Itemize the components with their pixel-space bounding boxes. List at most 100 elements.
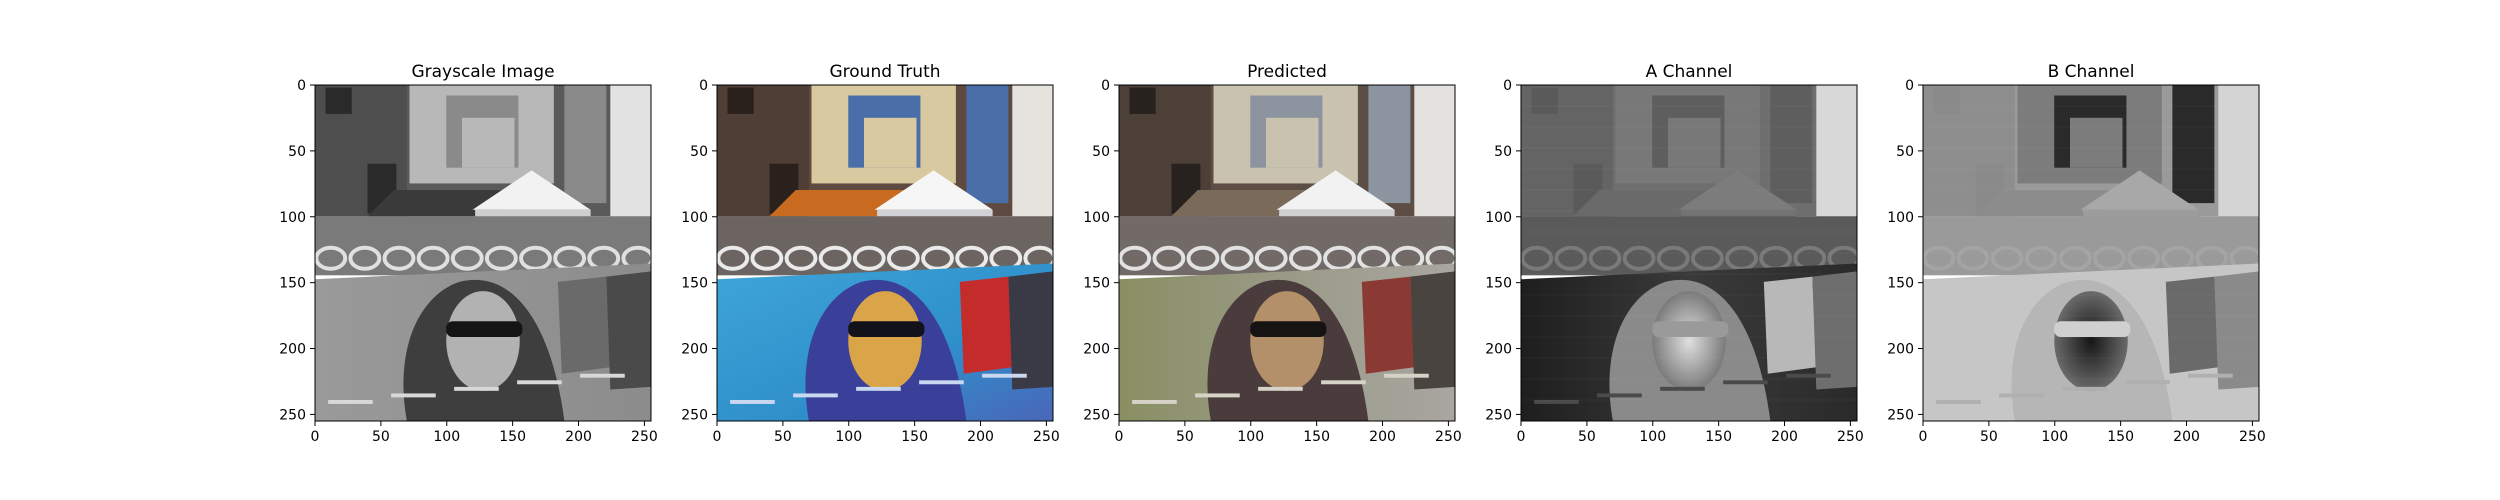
scene-tent [472,170,591,210]
scene-banner-lettering [1258,386,1303,391]
x-tick-label: 200 [565,429,592,445]
x-tick-label: 200 [1771,429,1798,445]
x-tick-label: 200 [2173,429,2200,445]
subplot-2: Ground Truth 0 50 100 150 200 250 0 50 100 150 200 2… [681,62,1060,445]
scene-chair [2092,245,2126,271]
scene-bag-right [1410,271,1455,390]
scene-mural-inner [2070,117,2123,168]
y-tick-label: 0 [297,78,306,94]
scene-banner-lettering [454,386,499,391]
axes-frame [314,84,652,422]
scene-bag-right [1812,271,1857,390]
scene-bag-right [2214,271,2259,390]
scene-banner-lettering [856,386,901,391]
y-tick-label: 200 [1083,342,1110,358]
scene-banner-lettering [730,400,775,404]
y-tick-label: 250 [279,407,306,423]
y-tick-label: 150 [1887,276,1914,292]
scene-banner-lettering [391,393,436,398]
y-tick-label: 100 [1485,210,1512,226]
scene-sky [1012,85,1053,230]
scene-chair [1254,245,1288,271]
x-tick-label: 150 [2107,429,2134,445]
y-tick-label: 200 [1485,342,1512,358]
scene-bag [1763,276,1817,374]
x-tick-label: 0 [1115,429,1124,445]
x-tick-label: 150 [1303,429,1330,445]
scene-tent-base [877,209,993,218]
axes-frame [1520,84,1858,422]
scene-banner-lettering [580,373,625,378]
scene-chair [519,245,552,271]
subplot-image [1923,85,2259,421]
y-tick-label: 50 [690,144,708,160]
scene-banner-lettering [2062,386,2107,391]
scene-chair [2024,245,2058,271]
scene-tent-base [2083,209,2199,218]
y-tick-label: 250 [1887,407,1914,423]
scene-banner-lettering [919,380,964,385]
scene-banner-lettering [1321,380,1366,385]
scene-banner-lettering [2188,373,2233,378]
scene-sunglasses [2054,321,2131,337]
y-tick-label: 150 [279,276,306,292]
y-tick-label: 250 [681,407,708,423]
scene-banner-lettering [982,373,1027,378]
x-tick-label: 50 [1578,429,1596,445]
scene-bag [2165,276,2219,374]
scene-sky [1414,85,1455,230]
scene-chair [1622,245,1656,271]
scene-chair [784,245,818,271]
scene-chair [382,245,416,271]
scene-mural-right [1368,85,1411,204]
x-tick-label: 50 [774,429,792,445]
scene-mural-inner [1668,117,1721,168]
scene-banner-lettering [1132,400,1177,404]
scene-chair [921,245,954,271]
subplot-image [1119,85,1455,421]
subplot-image [717,85,1053,421]
scene-chair [1923,245,1956,271]
subplot-title: Predicted [1247,62,1327,82]
subplot-5: B Channel 0 50 100 150 200 250 0 50 100 150 200 250 [1887,62,2266,445]
y-tick-label: 0 [1905,78,1914,94]
x-tick-label: 100 [1237,429,1264,445]
y-tick-label: 0 [1101,78,1110,94]
subplot-image [1521,85,1857,421]
x-tick-label: 50 [1980,429,1998,445]
scene-sunglasses [1250,321,1327,337]
scene-banner-lettering [1723,380,1768,385]
x-tick-label: 100 [2041,429,2068,445]
scene-chair [348,245,382,271]
x-tick-label: 150 [1705,429,1732,445]
y-tick-label: 0 [1503,78,1512,94]
scene-mural-right [1770,85,1813,204]
scene-chair [1521,245,1554,271]
scene-face [446,291,520,391]
scene-face [2054,291,2128,391]
scene-bag [1361,276,1415,374]
scene-chair [1220,245,1254,271]
subplot-image [315,85,651,421]
scene-sunglasses [848,321,925,337]
x-tick-label: 150 [499,429,526,445]
scene-chair [1725,245,1758,271]
scene-banner-lettering [1597,393,1642,398]
subplot-3: Predicted 0 50 100 150 200 250 0 50 100 150 200 250 [1083,62,1462,445]
y-tick-label: 100 [681,210,708,226]
scene-chair [1588,245,1622,271]
scene-banner-lettering [2125,380,2170,385]
scene-mural-inner [1266,117,1319,168]
scene-chair [1152,245,1186,271]
x-tick-label: 50 [372,429,390,445]
scene-banner-lettering [328,400,373,404]
scene-tent [874,170,993,210]
scene-tent-base [1279,209,1395,218]
scene-banner-lettering [1384,373,1429,378]
x-tick-label: 200 [1369,429,1396,445]
x-tick-label: 0 [1919,429,1928,445]
scene-chair [2127,245,2160,271]
x-tick-label: 0 [713,429,722,445]
scene-face [848,291,922,391]
scene-tent [1276,170,1395,210]
